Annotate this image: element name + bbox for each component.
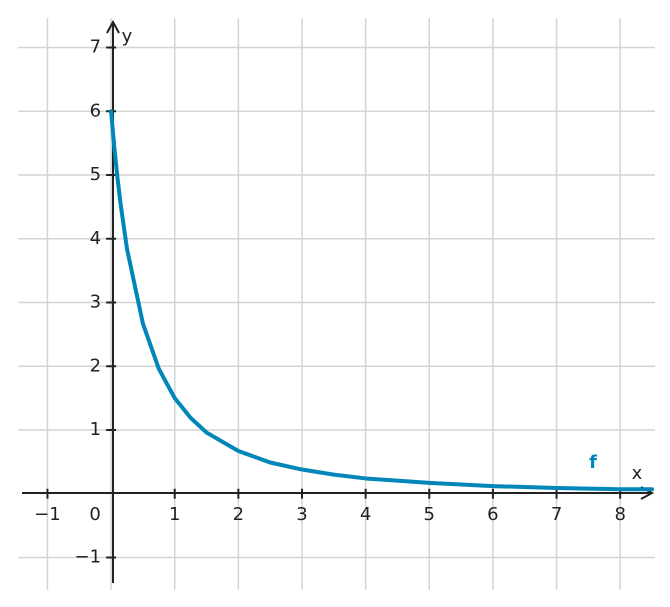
x-tick-label: 1: [169, 504, 180, 525]
x-tick-label: 8: [614, 504, 625, 525]
x-tick-label: 7: [551, 504, 562, 525]
y-tick-label: 2: [90, 355, 101, 376]
y-tick-label: −1: [75, 547, 102, 568]
x-tick-label: 5: [424, 504, 435, 525]
x-tick-label: −1: [34, 504, 61, 525]
x-tick-label: 6: [487, 504, 498, 525]
x-axis-label: x: [632, 463, 643, 484]
x-tick-label: 2: [233, 504, 244, 525]
x-tick-label: 4: [360, 504, 371, 525]
function-curve: [109, 109, 654, 492]
y-axis-label: y: [122, 26, 133, 47]
x-tick-label: 0: [89, 504, 100, 525]
y-tick-label: 7: [90, 37, 101, 58]
y-tick-label: 5: [90, 164, 101, 185]
grid: [18, 18, 655, 590]
y-tick-label: 4: [90, 228, 101, 249]
y-tick-label: 1: [90, 419, 101, 440]
y-tick-label: 3: [90, 292, 101, 313]
legend-label: f: [589, 452, 597, 473]
x-tick-label: 3: [296, 504, 307, 525]
y-tick-label: 6: [90, 100, 101, 121]
